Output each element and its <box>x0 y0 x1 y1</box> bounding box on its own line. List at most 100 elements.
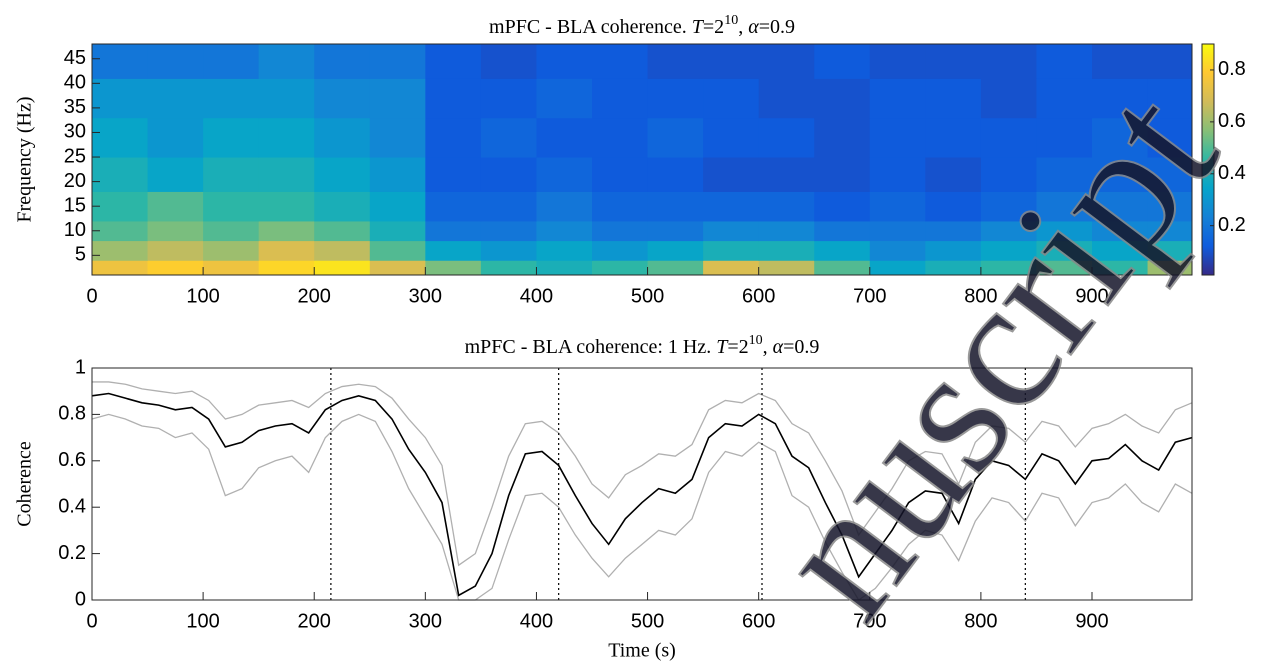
series-line <box>91 392 1193 597</box>
y-axis-label: Coherence <box>14 441 36 527</box>
heat-cell <box>536 117 593 158</box>
heat-cell <box>480 157 537 192</box>
heat-cell <box>425 157 482 192</box>
heat-cell <box>703 44 760 79</box>
heat-cell <box>203 117 260 158</box>
heat-cell <box>1092 240 1149 261</box>
heat-cell <box>869 117 926 158</box>
heat-cell <box>1147 157 1193 192</box>
heat-cell <box>147 260 204 276</box>
heat-cell <box>314 78 371 119</box>
x-tick-label: 300 <box>409 285 442 307</box>
heat-cell <box>1147 220 1193 242</box>
heat-cell <box>536 157 593 192</box>
axes-frame <box>91 43 1193 276</box>
heat-cell <box>925 78 982 119</box>
heat-cell <box>814 220 871 242</box>
heat-cell <box>314 117 371 158</box>
x-tick-label: 300 <box>409 610 442 632</box>
heat-cell <box>869 220 926 242</box>
heat-cell <box>1036 157 1093 192</box>
heat-cell <box>480 44 537 79</box>
heat-cell <box>147 240 204 261</box>
heat-cell <box>92 240 149 261</box>
heat-cell <box>425 260 482 276</box>
heat-cell <box>980 260 1037 276</box>
series-line <box>92 381 1193 567</box>
heat-cell <box>592 44 649 79</box>
heat-cell <box>925 117 982 158</box>
heat-cell <box>147 78 204 119</box>
heat-cell <box>258 117 315 158</box>
heat-cell <box>592 157 649 192</box>
heat-cell <box>869 157 926 192</box>
heat-cell <box>1147 191 1193 222</box>
heat-cell <box>147 44 204 79</box>
heat-cell <box>758 157 815 192</box>
heat-cell <box>203 240 260 261</box>
series-line <box>91 413 1193 601</box>
title-part: T <box>692 16 705 38</box>
x-tick-label: 100 <box>186 285 219 307</box>
title-part: =0.9 <box>783 336 819 358</box>
heat-cell <box>147 157 204 192</box>
heat-cell <box>1092 44 1149 79</box>
x-tick-label: 500 <box>631 610 664 632</box>
heat-cell <box>258 157 315 192</box>
heat-cell <box>647 157 704 192</box>
heat-cell <box>703 260 760 276</box>
heat-cell <box>869 191 926 222</box>
x-tick-label: 200 <box>298 610 331 632</box>
heat-cell <box>425 220 482 242</box>
colorbar-tick-label: 0.8 <box>1218 58 1246 80</box>
heat-cell <box>980 117 1037 158</box>
heat-cell <box>1147 117 1193 158</box>
heat-cell <box>1092 191 1149 222</box>
heat-cell <box>758 260 815 276</box>
title-part: mPFC - BLA coherence: 1 Hz. <box>465 336 717 358</box>
heat-cell <box>869 240 926 261</box>
heat-cell <box>647 117 704 158</box>
plots: mPFC - BLA coherence. T=210, α=0.90.20.4… <box>14 13 1246 662</box>
heat-cell <box>480 191 537 222</box>
heat-cell <box>703 240 760 261</box>
heat-cell <box>1036 117 1093 158</box>
heat-cell <box>369 78 426 119</box>
y-tick-label: 1 <box>75 356 86 378</box>
x-tick-label: 100 <box>186 610 219 632</box>
x-tick-label: 900 <box>1075 610 1108 632</box>
y-tick-label: 0 <box>75 588 86 610</box>
heat-cell <box>536 191 593 222</box>
heat-cell <box>814 157 871 192</box>
heat-cell <box>92 44 149 79</box>
heat-cell <box>647 44 704 79</box>
title-part: α <box>773 336 784 358</box>
y-axis-label: Frequency (Hz) <box>14 96 36 222</box>
heat-cell <box>980 191 1037 222</box>
heat-cell <box>1147 240 1193 261</box>
heat-cell <box>758 117 815 158</box>
colorbar-tick-label: 0.6 <box>1218 110 1246 132</box>
heat-cell <box>1092 157 1149 192</box>
y-tick-label: 10 <box>64 219 86 241</box>
title-part: 10 <box>724 13 738 28</box>
heat-cell <box>425 191 482 222</box>
heat-cell <box>425 78 482 119</box>
heat-cell <box>758 78 815 119</box>
axes-frame <box>91 367 1193 601</box>
heat-cell <box>1036 240 1093 261</box>
heat-cell <box>1036 44 1093 79</box>
y-tick-label: 20 <box>64 170 86 192</box>
heat-cell <box>592 220 649 242</box>
heat-cell <box>925 44 982 79</box>
heat-cell <box>203 220 260 242</box>
colorbar <box>1201 43 1215 276</box>
heat-cell <box>92 117 149 158</box>
colorbar-tick-label: 0.2 <box>1218 214 1246 236</box>
x-tick-label: 0 <box>86 610 97 632</box>
heat-cell <box>703 117 760 158</box>
y-tick-label: 0.6 <box>58 449 86 471</box>
heat-cell <box>1092 220 1149 242</box>
heat-cell <box>203 191 260 222</box>
